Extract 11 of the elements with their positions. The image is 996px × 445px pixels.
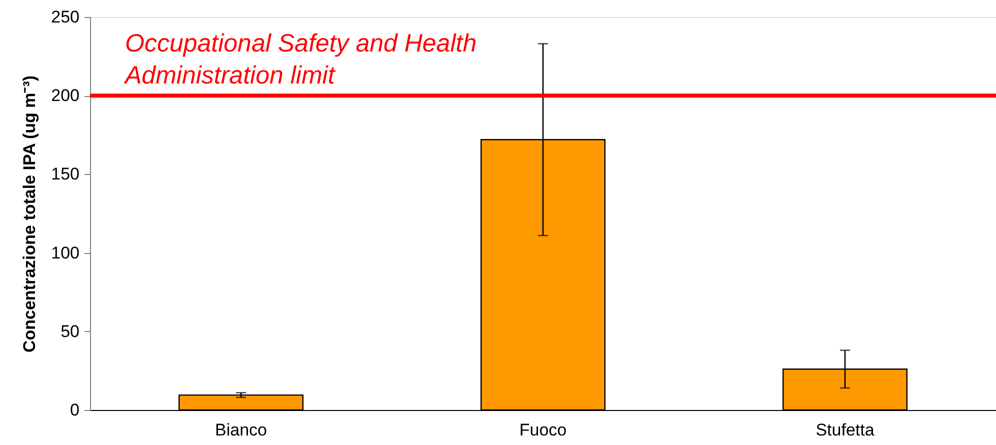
x-tick-label: Fuoco: [519, 420, 567, 440]
y-tick-label: 0: [70, 400, 80, 420]
y-axis-title: Concentrazione totale IPA (ug m⁻³): [20, 75, 40, 353]
y-tick-label: 150: [51, 164, 80, 184]
ref-line-label: Occupational Safety and Health Administration limit: [123, 30, 477, 90]
y-tick-label: 100: [51, 243, 80, 262]
y-tick-label: 250: [51, 8, 80, 26]
y-tick-label: 50: [60, 322, 80, 341]
x-tick-label: Stufetta: [816, 420, 875, 440]
x-tick-label: Bianco: [215, 420, 267, 440]
y-tick-label: 200: [51, 86, 80, 106]
